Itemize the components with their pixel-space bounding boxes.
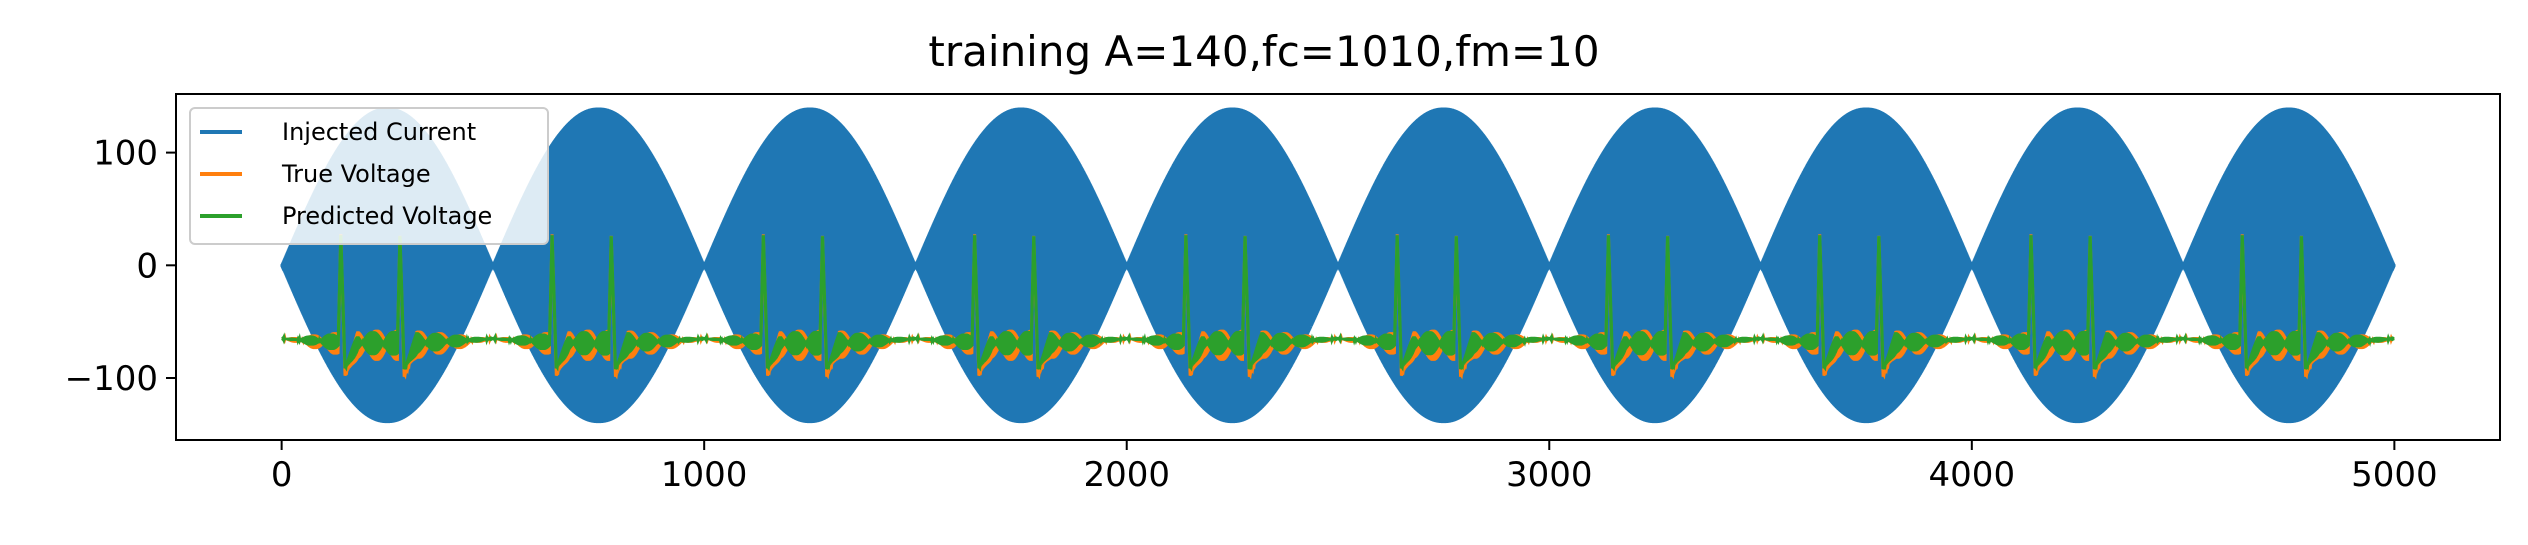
x-tick-label: 0 bbox=[271, 455, 293, 495]
y-tick-label: 0 bbox=[136, 246, 158, 286]
legend-entry-label: True Voltage bbox=[281, 160, 431, 188]
plot-series-layer bbox=[280, 107, 2396, 424]
x-tick-label: 5000 bbox=[2351, 455, 2438, 495]
y-tick-label: −100 bbox=[65, 359, 158, 399]
axes-frame bbox=[175, 93, 2501, 441]
plot-area bbox=[280, 107, 2396, 424]
x-tick-label: 2000 bbox=[1083, 455, 1170, 495]
x-tick-label: 3000 bbox=[1506, 455, 1593, 495]
axes: 0 1000 2000 3000 4000 5000 −100 0 100 bbox=[65, 93, 2501, 495]
series-injected-current-line bbox=[280, 107, 2396, 424]
chart-title: training A=140,fc=1010,fm=10 bbox=[928, 27, 1599, 76]
legend-entry-label: Predicted Voltage bbox=[282, 202, 492, 230]
legend-box bbox=[189, 107, 549, 245]
x-tick-label: 4000 bbox=[1929, 455, 2016, 495]
legend: Injected Current True Voltage Predicted Vo… bbox=[189, 107, 549, 245]
y-tick-label: 100 bbox=[93, 134, 158, 174]
legend-entry-label: Injected Current bbox=[282, 118, 476, 146]
x-tick-label: 1000 bbox=[661, 455, 748, 495]
series-predicted-voltage-line bbox=[281, 235, 2395, 372]
